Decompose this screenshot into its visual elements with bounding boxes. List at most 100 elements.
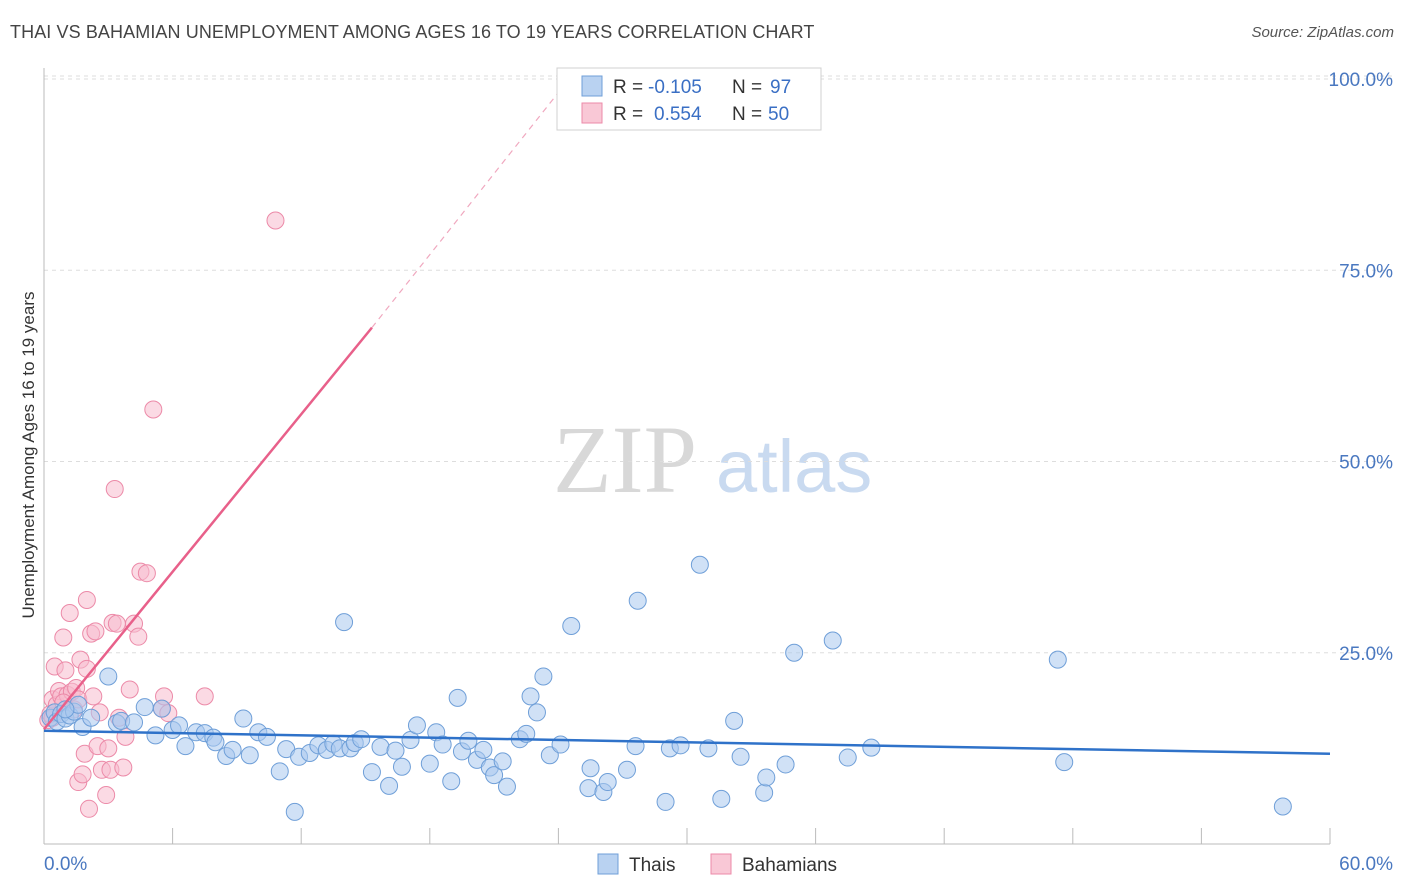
thais-point (371, 737, 390, 756)
thais-point (581, 759, 600, 778)
thais-point (497, 777, 516, 796)
bahamians-point (137, 564, 156, 583)
y-axis-label: Unemployment Among Ages 16 to 19 years (19, 292, 38, 619)
thais-point (474, 740, 493, 759)
legend-r-value-bahamians: 0.554 (654, 104, 702, 125)
bahamians-point (54, 628, 73, 647)
watermark-zip: ZIP (553, 406, 697, 513)
thais-point (579, 779, 598, 798)
thais-point (407, 716, 426, 735)
thais-point (433, 735, 452, 754)
thais-point (551, 735, 570, 754)
thais-point (380, 776, 399, 795)
thais-point (617, 760, 636, 779)
bahamians-point (80, 799, 99, 818)
bahamians-point (129, 627, 148, 646)
thais-point (628, 591, 647, 610)
bahamians-point (120, 680, 139, 699)
thais-point (285, 802, 304, 821)
legend-n-label-thais: N = (732, 77, 762, 98)
bahamians-point (144, 400, 163, 419)
thais-point (862, 738, 881, 757)
bahamians-point (86, 622, 105, 641)
thais-point (671, 736, 690, 755)
thais-point (459, 731, 478, 750)
bahamians-point (114, 758, 133, 777)
thais-point (392, 757, 411, 776)
bahamians-point (195, 687, 214, 706)
bahamians-point (77, 590, 96, 609)
bahamians-trend-line (43, 326, 373, 731)
thais-point (386, 741, 405, 760)
grid-lines (44, 75, 1392, 654)
thais-point (223, 740, 242, 759)
y-tick-label: 75.0% (1339, 261, 1393, 282)
bahamians-trend-extension (371, 78, 570, 328)
bahamians-point (105, 480, 124, 499)
legend-r-value-thais: -0.105 (648, 77, 702, 98)
bottom-legend-swatch-thais (597, 853, 619, 875)
chart-title: THAI VS BAHAMIAN UNEMPLOYMENT AMONG AGES… (10, 22, 815, 42)
legend-box: R = -0.105 N = 97 R = 0.554 N = 50 (556, 67, 822, 131)
thais-point (352, 730, 371, 749)
thais-trend-line (43, 729, 1331, 755)
thais-point (521, 687, 540, 706)
thais-point (731, 747, 750, 766)
thais-point (485, 766, 504, 785)
thais-point (442, 772, 461, 791)
thais-point (335, 613, 354, 632)
legend-r-label-bahamians: R = (613, 104, 643, 125)
y-tick-labels: 25.0% 50.0% 75.0% 100.0% (1329, 70, 1394, 665)
x-tick-label: 0.0% (44, 854, 87, 875)
thais-point (56, 700, 75, 719)
thais-point (562, 616, 581, 635)
thais-point (234, 709, 253, 728)
thais-point (534, 667, 553, 686)
thais-point (99, 667, 118, 686)
x-tick-labels: 0.0% 60.0% (44, 854, 1393, 875)
thais-point (1048, 650, 1067, 669)
thais-point (493, 752, 512, 771)
bahamians-point (60, 603, 79, 622)
y-tick-label: 100.0% (1329, 70, 1394, 91)
x-tick-label: 60.0% (1339, 854, 1393, 875)
thais-point (690, 555, 709, 574)
chart-source: Source: ZipAtlas.com (1251, 24, 1394, 41)
bahamians-point (266, 211, 285, 230)
bahamians-point (56, 661, 75, 680)
series-thais-points (41, 555, 1292, 821)
bottom-legend: Thais Bahamians (597, 853, 837, 876)
thais-point (176, 737, 195, 756)
thais-point (656, 792, 675, 811)
thais-point (362, 763, 381, 782)
thais-point (1273, 797, 1292, 816)
bahamians-point (73, 765, 92, 784)
thais-point (755, 783, 774, 802)
thais-point (146, 726, 165, 745)
thais-point (838, 748, 857, 767)
thais-point (527, 703, 546, 722)
trend-lines (43, 78, 1331, 755)
thais-point (757, 768, 776, 787)
thais-point (725, 711, 744, 730)
legend-n-value-bahamians: 50 (768, 104, 789, 125)
thais-point (170, 716, 189, 735)
y-tick-label: 50.0% (1339, 453, 1393, 474)
thais-point (776, 755, 795, 774)
thais-point (240, 746, 259, 765)
y-tick-label: 25.0% (1339, 644, 1393, 665)
thais-point (1055, 753, 1074, 772)
thais-point (270, 762, 289, 781)
bahamians-point (97, 786, 116, 805)
thais-point (598, 773, 617, 792)
watermark-atlas: atlas (716, 425, 872, 508)
thais-point (125, 713, 144, 732)
bottom-legend-label-thais: Thais (629, 855, 675, 876)
legend-r-label-thais: R = (613, 77, 643, 98)
legend-n-label-bahamians: N = (732, 104, 762, 125)
thais-point (785, 643, 804, 662)
legend-swatch-thais (581, 75, 603, 97)
legend-swatch-bahamians (581, 102, 603, 124)
bahamians-point (99, 739, 118, 758)
